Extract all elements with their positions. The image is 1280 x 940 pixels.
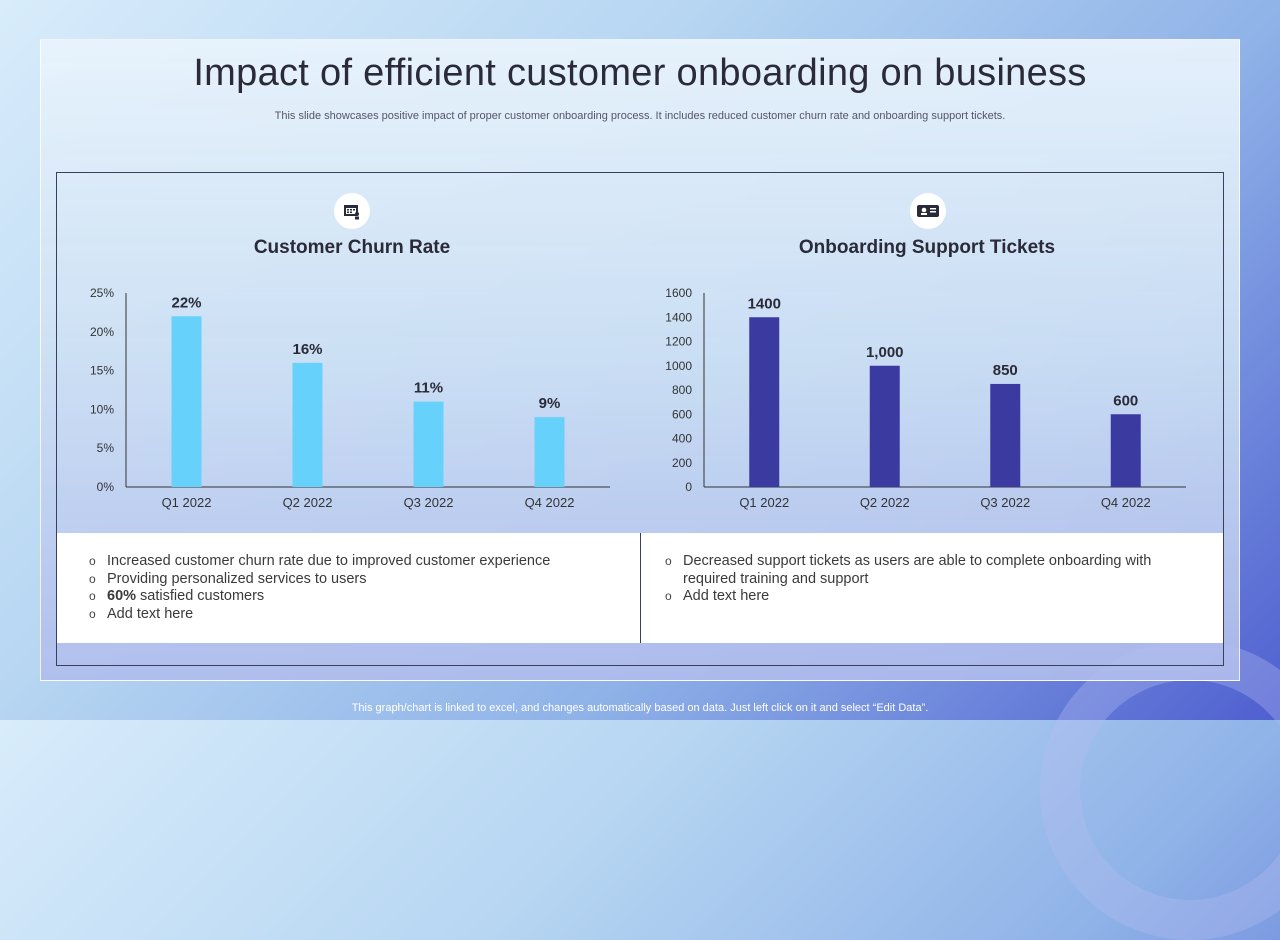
bullet-icon: o	[665, 554, 672, 568]
bullet-icon: o	[89, 589, 96, 603]
churn-data-label: 11%	[414, 380, 443, 397]
list-item: o Add text here	[665, 588, 770, 604]
tickets-data-label: 600	[1113, 392, 1138, 409]
churn-bar	[292, 362, 323, 487]
left-notes-list: o Increased customer churn rate due to im…	[89, 553, 629, 623]
page-title: Impact of efficient customer onboarding …	[193, 52, 1087, 94]
tickets-x-tick-label: Q1 2022	[739, 495, 789, 510]
list-item: o Increased customer churn rate due to im…	[89, 553, 551, 569]
calendar-person-icon	[334, 193, 370, 229]
churn-y-tick-label: 5%	[97, 441, 115, 455]
churn-rate-chart: 0% 5% 10% 15% 20% 25% 22% Q1 2022 16% Q2 2022 11% Q…	[90, 286, 610, 510]
tickets-bar	[749, 317, 780, 487]
tickets-y-tick-label: 600	[672, 407, 692, 421]
churn-y-tick-label: 0%	[97, 480, 115, 494]
tickets-y-tick-label: 400	[672, 432, 692, 446]
list-item: o Decreased support tickets as users are …	[665, 553, 1152, 587]
list-item: o 60% satisfied customers	[89, 588, 265, 604]
churn-data-label: 9%	[539, 395, 561, 412]
churn-y-tick-label: 10%	[90, 402, 114, 416]
bullet-icon: o	[89, 606, 96, 621]
tickets-x-tick-label: Q4 2022	[1101, 495, 1151, 510]
left-notes-panel: o Increased customer churn rate due to im…	[57, 533, 640, 643]
tickets-bar	[869, 365, 900, 487]
tickets-y-tick-label: 1000	[665, 359, 692, 373]
support-ticket-icon	[910, 193, 946, 229]
churn-bar	[413, 401, 444, 487]
list-item: o Providing personalized services to user…	[89, 570, 367, 587]
footer-note: This graph/chart is linked to excel, and…	[351, 702, 929, 714]
support-tickets-chart: 0 200 400 600 800 1000 1200 1400 1600 1400 Q1 2022…	[665, 286, 1186, 510]
tickets-y-tick-label: 0	[685, 480, 692, 494]
churn-x-tick-label: Q4 2022	[525, 495, 575, 510]
right-notes-panel: o Decreased support tickets as users are …	[640, 533, 1223, 643]
page-subtitle: This slide showcases positive impact of …	[274, 110, 1006, 122]
tickets-chart-title: Onboarding Support Tickets	[798, 237, 1056, 258]
churn-x-tick-label: Q1 2022	[162, 495, 212, 510]
churn-data-label: 22%	[171, 294, 201, 311]
tickets-data-label: 850	[993, 362, 1018, 379]
tickets-y-tick-label: 1200	[665, 335, 692, 349]
bullet-icon: o	[89, 554, 96, 568]
tickets-data-label: 1400	[748, 295, 781, 312]
tickets-y-tick-label: 1600	[665, 286, 692, 300]
churn-y-tick-label: 20%	[90, 325, 114, 339]
bullet-icon: o	[665, 589, 672, 603]
bullet-icon: o	[89, 571, 96, 586]
tickets-bar	[1110, 414, 1141, 487]
decorative-ring	[1040, 640, 1280, 940]
tickets-x-tick-label: Q3 2022	[980, 495, 1030, 510]
churn-y-tick-label: 15%	[90, 364, 114, 378]
tickets-bar	[990, 383, 1021, 487]
churn-bar	[534, 417, 565, 487]
tickets-x-tick-label: Q2 2022	[860, 495, 910, 510]
churn-x-tick-label: Q2 2022	[283, 495, 333, 510]
churn-y-tick-label: 25%	[90, 286, 114, 300]
churn-data-label: 16%	[292, 341, 322, 358]
tickets-y-tick-label: 1400	[665, 310, 692, 324]
tickets-y-tick-label: 800	[672, 383, 692, 397]
churn-x-tick-label: Q3 2022	[404, 495, 454, 510]
churn-chart-title: Customer Churn Rate	[253, 237, 451, 258]
tickets-y-tick-label: 200	[672, 456, 692, 470]
churn-bar	[171, 316, 202, 487]
list-item: o Add text here	[89, 605, 194, 622]
content-frame	[56, 172, 1224, 666]
right-notes-list: o Decreased support tickets as users are …	[665, 553, 1175, 606]
tickets-data-label: 1,000	[866, 344, 904, 361]
